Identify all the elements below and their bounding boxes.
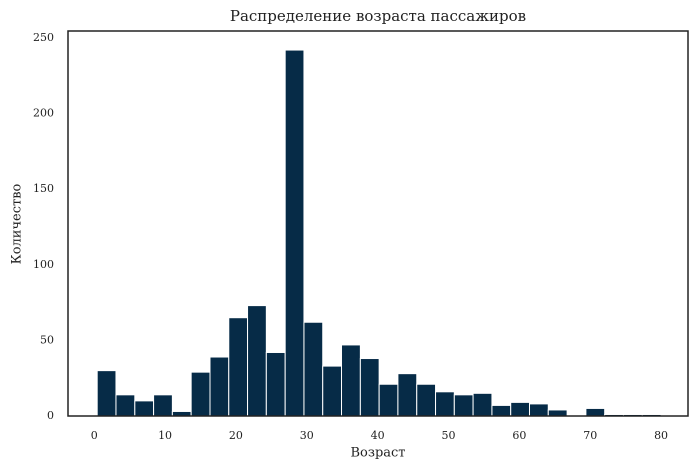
bar xyxy=(284,49,305,417)
bar xyxy=(453,394,474,417)
bar xyxy=(303,321,324,417)
bar xyxy=(510,401,530,417)
bar xyxy=(96,370,117,417)
bar xyxy=(341,344,361,417)
x-tick-label: 60 xyxy=(512,429,526,442)
bar xyxy=(247,305,267,417)
bar xyxy=(585,407,606,417)
x-tick-label: 50 xyxy=(442,429,456,442)
bar xyxy=(228,317,249,417)
y-axis-label: Количество xyxy=(10,183,25,264)
plot-frame xyxy=(67,30,689,417)
bar xyxy=(209,356,230,417)
bar xyxy=(153,394,173,417)
y-tick-label: 200 xyxy=(33,107,54,120)
bar xyxy=(528,403,549,417)
x-axis-label: Возраст xyxy=(350,446,405,461)
bar xyxy=(472,392,493,417)
chart-title: Распределение возраста пассажиров xyxy=(230,7,526,25)
y-tick-label: 0 xyxy=(47,409,54,422)
bar xyxy=(322,365,343,417)
x-tick-label: 70 xyxy=(583,429,597,442)
y-tick-label: 50 xyxy=(40,333,54,346)
bar xyxy=(134,400,155,417)
bar xyxy=(378,383,399,417)
x-tick-label: 10 xyxy=(158,429,172,442)
bar xyxy=(491,404,512,417)
y-tick-label: 150 xyxy=(33,182,54,195)
y-tick-label: 100 xyxy=(33,258,54,271)
x-tick-label: 30 xyxy=(300,429,314,442)
bar xyxy=(547,409,568,417)
x-tick-label: 80 xyxy=(654,429,668,442)
bar xyxy=(359,358,380,417)
x-tick-label: 20 xyxy=(229,429,243,442)
bar xyxy=(416,383,437,417)
bar xyxy=(190,371,211,417)
x-tick-label: 0 xyxy=(91,429,98,442)
bar xyxy=(115,394,136,417)
x-tick-label: 40 xyxy=(371,429,385,442)
bar xyxy=(397,373,418,417)
bar xyxy=(265,351,286,417)
y-tick-label: 250 xyxy=(33,31,54,44)
bar xyxy=(435,391,455,417)
